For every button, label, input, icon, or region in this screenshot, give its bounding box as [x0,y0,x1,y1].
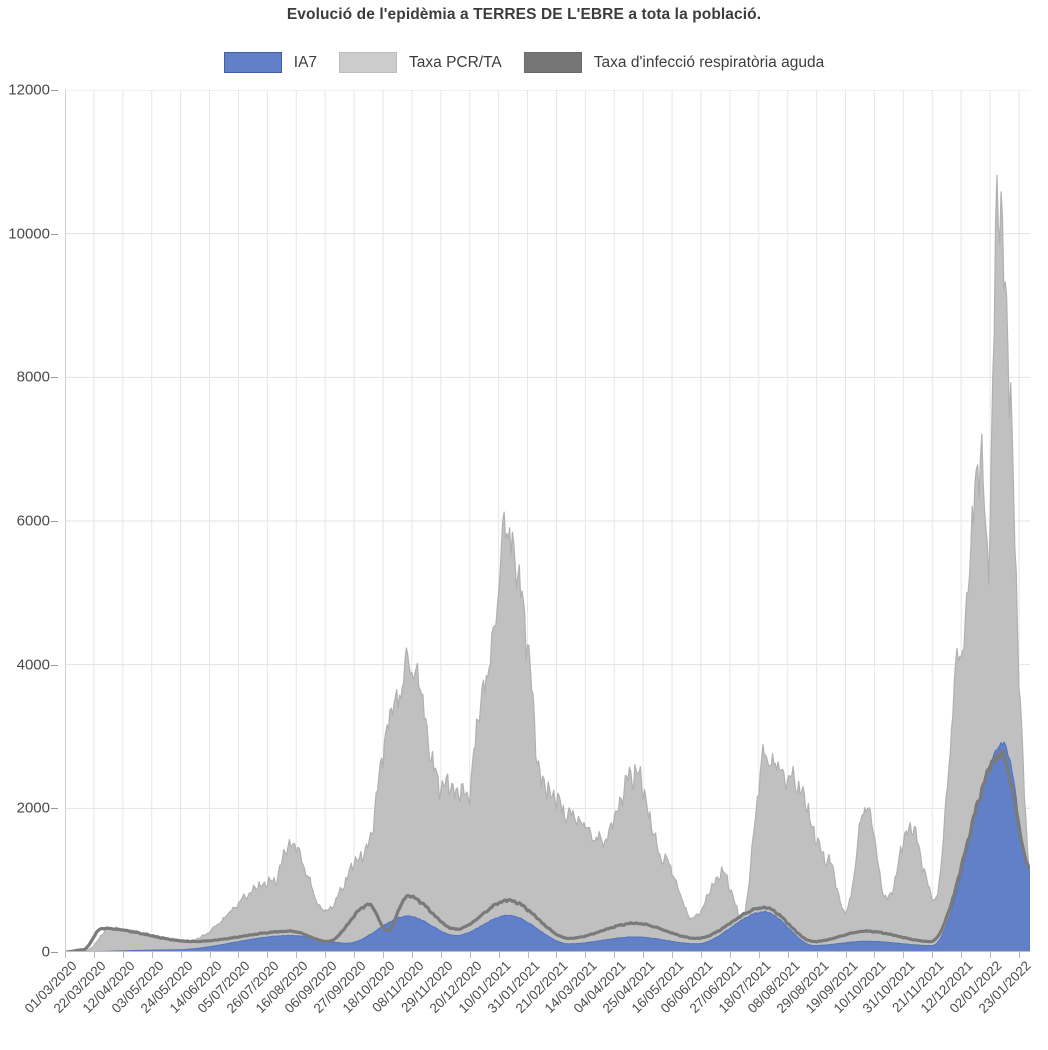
y-axis-tick [51,808,58,810]
x-axis-tick [874,952,876,958]
chart-canvas [65,90,1030,952]
y-axis-tick [51,664,58,666]
y-axis-label: 2000 [16,799,50,817]
x-axis-tick [382,952,384,958]
y-axis-label: 12000 [8,81,50,99]
x-axis-tick [238,952,240,958]
series-area-ia7 [65,741,1030,952]
y-axis-label: 4000 [16,656,50,674]
x-axis-tick [932,952,934,958]
x-axis-tick [411,952,413,958]
legend-taxa-pcr-ta-label: Taxa PCR/TA [409,53,502,71]
x-axis-tick [672,952,674,958]
y-axis-label: 10000 [8,225,50,243]
series-area-taxa-pcr-ta [65,174,1030,952]
y-axis-label: 8000 [16,368,50,386]
y-axis-label: 6000 [16,512,50,530]
x-axis-tick [354,952,356,958]
y-axis-label: 0 [41,943,50,961]
x-axis-tick [498,952,500,958]
x-axis-tick [65,952,66,958]
x-axis-tick [296,952,298,958]
legend-taxa-iraa-swatch [523,52,582,73]
x-axis-tick [93,952,95,958]
y-axis-tick [51,521,58,522]
x-axis-tick [209,952,211,958]
legend-ia7-swatch [223,52,282,73]
legend-taxa-iraa[interactable]: Taxa d'infecció respiratòria aguda [523,52,825,73]
x-axis-tick [440,952,442,958]
x-axis-tick [527,952,529,958]
x-axis-tick [585,952,587,958]
y-axis-tick [51,952,58,953]
x-axis-tick [180,952,182,958]
legend-taxa-iraa-label: Taxa d'infecció respiratòria aguda [593,53,825,71]
legend-ia7[interactable]: IA7 [223,52,318,73]
x-axis-tick [990,952,992,958]
chart-title: Evolució de l'epidèmia a TERRES DE L'EBR… [286,6,762,23]
x-axis-tick [816,952,818,958]
plot-area [65,90,1030,952]
chart-legend: IA7 Taxa PCR/TA Taxa d'infecció respiratòr… [0,52,1048,73]
series-line-taxa-iraa [65,749,1030,952]
x-axis-tick [325,952,327,958]
x-axis-tick [845,952,847,958]
x-axis-tick [961,952,963,958]
x-axis-tick [122,952,124,958]
legend-taxa-pcr-ta-swatch [339,52,398,73]
x-axis-tick [614,952,616,958]
x-axis-tick [758,952,760,958]
x-axis-tick [556,952,558,958]
x-axis-tick [903,952,905,958]
y-axis-tick [51,90,58,91]
legend-ia7-label: IA7 [293,53,318,71]
x-axis-tick [729,952,731,958]
x-axis-tick [267,952,269,958]
x-axis-tick [1018,952,1020,958]
x-axis-tick [469,952,471,958]
y-axis-tick [51,233,58,235]
legend-taxa-pcr-ta[interactable]: Taxa PCR/TA [339,52,502,73]
x-axis: 01/03/2020 22/03/2020 12/04/2020 03/05/2020… [0,952,1048,1050]
x-axis-tick [151,952,153,958]
y-axis-tick [51,377,58,379]
x-axis-tick [787,952,789,958]
x-axis-tick [700,952,702,958]
y-axis: 0 2000 4000 6000 8000 10000 12000 [0,82,58,961]
x-axis-tick [643,952,645,958]
